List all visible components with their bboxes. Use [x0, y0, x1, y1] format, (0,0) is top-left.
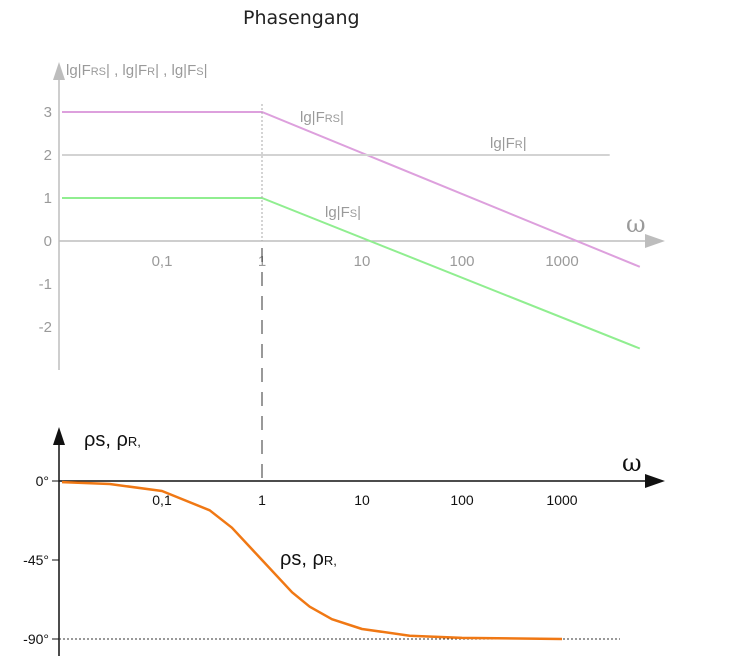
series-label-fs: lg|FS| [325, 204, 361, 221]
phase-y-tick-label-2: -90° [23, 631, 49, 647]
mag-x-tick-label-4: 1000 [545, 253, 578, 270]
mag-x-tick-label-2: 10 [354, 253, 371, 270]
phase-x-axis-arrow [645, 474, 665, 488]
mag-y-tick-label-2: 1 [44, 190, 52, 207]
phase-curve-label: ρs, ρR, [280, 548, 337, 570]
phase-series-line-0 [61, 480, 563, 641]
mag-y-tick-label-0: 3 [44, 104, 52, 121]
phase-x-tick-label-0: 0,1 [152, 492, 172, 508]
figure-title: Phasengang [243, 7, 360, 29]
series-label-frs: lg|FRS| [300, 109, 344, 126]
mag-x-tick-label-0: 0,1 [152, 253, 173, 270]
phase-chart: ρs, ρR, ω 0° -45° -90° 0,1 1 10 100 1000 ρs, ρ… [23, 427, 665, 656]
phase-y-tick-label-1: -45° [23, 552, 49, 568]
phase-x-tick-label-3: 100 [450, 492, 474, 508]
mag-series-line-0 [62, 111, 641, 268]
phase-x-tick-label-2: 10 [354, 492, 370, 508]
phase-y-axis-arrow [53, 427, 65, 445]
mag-y-tick-label-4: -1 [39, 276, 52, 293]
series-label-fr: lg|FR| [490, 135, 527, 152]
phase-y-axis-label: ρs, ρR, [84, 429, 141, 451]
mag-x-axis-arrow [645, 234, 665, 248]
mag-y-tick-label-1: 2 [44, 147, 52, 164]
phase-x-tick-label-4: 1000 [546, 492, 577, 508]
mag-y-tick-label-5: -2 [39, 319, 52, 336]
mag-y-axis-label: lg|FRS| , lg|FR| , lg|FS| [66, 62, 208, 79]
phase-x-axis-label: ω [622, 449, 642, 477]
mag-y-tick-label-3: 0 [44, 233, 52, 250]
mag-y-axis-arrow [53, 62, 65, 80]
phase-x-tick-label-1: 1 [258, 492, 266, 508]
mag-x-tick-label-3: 100 [449, 253, 474, 270]
mag-series-line-2 [62, 197, 641, 350]
phase-y-tick-label-0: 0° [36, 473, 49, 489]
mag-x-axis-label: ω [626, 210, 646, 238]
